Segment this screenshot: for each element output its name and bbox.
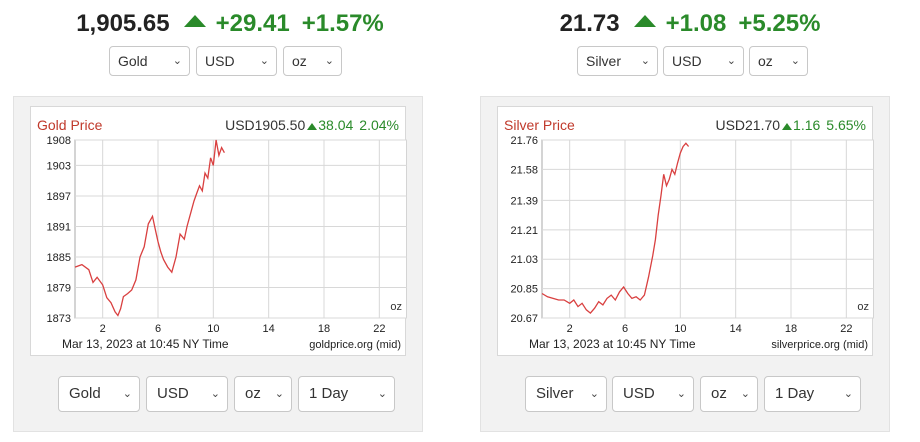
gold-chart-title: Gold Price (37, 117, 103, 133)
up-arrow-icon (782, 123, 793, 130)
x-tick-label: 6 (622, 323, 628, 335)
chevron-down-icon: ⌄ (210, 388, 220, 400)
gold-chart-price: USD1905.50 (225, 117, 306, 133)
chevron-down-icon: ⌄ (843, 388, 853, 400)
gold-change-percent: +1.57% (301, 10, 384, 37)
chevron-down-icon: ⌄ (259, 55, 269, 67)
chevron-down-icon: ⌄ (589, 388, 599, 400)
silver-quote: 21.73 +1.08 +5.25% (460, 10, 920, 38)
silver-chart-range-select[interactable]: 1 Day ⌄ (764, 376, 861, 412)
y-tick-label: 21.03 (510, 254, 538, 266)
silver-chart-price: USD21.70 (715, 117, 781, 133)
chevron-down-icon: ⌄ (122, 388, 132, 400)
y-tick-label: 20.85 (510, 284, 538, 296)
silver-chart-metal-select[interactable]: Silver ⌄ (525, 376, 607, 412)
gold-chart-header: USD1905.50 38.04 2.04% (225, 117, 399, 133)
x-tick-label: 14 (730, 323, 742, 335)
price-line (541, 142, 690, 315)
chevron-down-icon: ⌄ (377, 388, 387, 400)
gold-metal-select[interactable]: Gold ⌄ (109, 46, 190, 76)
silver-chart-source: silverprice.org (mid) (771, 339, 868, 351)
silver-unit-select[interactable]: oz ⌄ (749, 46, 808, 76)
y-tick-label: 1891 (47, 221, 71, 233)
gold-chart-metal-select[interactable]: Gold ⌄ (58, 376, 140, 412)
silver-metal-select[interactable]: Silver ⌄ (577, 46, 658, 76)
gold-unit-select[interactable]: oz ⌄ (283, 46, 342, 76)
chevron-down-icon: ⌄ (790, 55, 800, 67)
y-tick-label: 21.21 (510, 225, 538, 237)
silver-change-percent: +5.25% (738, 10, 821, 37)
gold-chart-card: Gold Price USD1905.50 38.04 2.04% 1873 1879… (30, 106, 407, 356)
silver-currency-select[interactable]: USD ⌄ (663, 46, 744, 76)
gold-chart-source: goldprice.org (mid) (309, 339, 401, 351)
x-tick-label: 6 (155, 323, 161, 335)
silver-chart-header: USD21.70 1.16 5.65% (715, 117, 866, 133)
silver-change: +1.08 (665, 10, 727, 37)
unit-label: oz (390, 301, 402, 313)
silver-price-chart: 20.67 20.85 21.03 21.21 21.39 21.58 21.76 2 6 10 1… (510, 135, 874, 335)
x-tick-label: 10 (674, 323, 686, 335)
y-tick-label: 21.76 (510, 135, 538, 147)
y-tick-label: 1873 (47, 313, 71, 325)
silver-chart-title: Silver Price (504, 117, 575, 133)
gold-panel: 1,905.65 +29.41 +1.57% Gold ⌄ USD ⌄ oz ⌄ Gold… (0, 10, 460, 432)
chevron-down-icon: ⌄ (740, 388, 750, 400)
chevron-down-icon: ⌄ (640, 55, 650, 67)
up-arrow-icon (307, 123, 318, 130)
x-tick-label: 2 (100, 323, 106, 335)
silver-chart-unit-select[interactable]: oz ⌄ (700, 376, 758, 412)
gold-price-chart: 1873 1879 1885 1891 1897 1903 1908 2 6 10 14 18 22 oz (47, 135, 407, 335)
y-tick-label: 1903 (47, 160, 71, 172)
plot-area (74, 139, 407, 319)
y-tick-label: 1879 (47, 282, 71, 294)
y-tick-label: 21.58 (510, 164, 538, 176)
y-tick-label: 1908 (47, 135, 71, 147)
silver-panel: 21.73 +1.08 +5.25% Silver ⌄ USD ⌄ oz ⌄ Silver… (460, 0, 920, 442)
gold-chart-percent: 2.04% (359, 117, 399, 133)
gold-change: +29.41 (215, 10, 290, 37)
x-tick-label: 2 (567, 323, 573, 335)
silver-chart-change: 1.16 (793, 117, 821, 133)
chevron-down-icon: ⌄ (324, 55, 334, 67)
y-tick-label: 1897 (47, 191, 71, 203)
x-tick-label: 18 (318, 323, 330, 335)
chevron-down-icon: ⌄ (726, 55, 736, 67)
gold-chart-timestamp: Mar 13, 2023 at 10:45 NY Time (62, 337, 229, 351)
plot-area (541, 139, 874, 319)
up-arrow-icon (183, 14, 206, 27)
up-arrow-icon (633, 14, 656, 27)
gold-chart-range-select[interactable]: 1 Day ⌄ (298, 376, 395, 412)
gold-spot-price: 1,905.65 (76, 10, 170, 37)
gold-chart-currency-select[interactable]: USD ⌄ (146, 376, 228, 412)
silver-chart-card: Silver Price USD21.70 1.16 5.65% 20.67 20.8… (497, 106, 874, 356)
y-tick-label: 21.39 (510, 195, 538, 207)
chevron-down-icon: ⌄ (676, 388, 686, 400)
x-tick-label: 22 (373, 323, 385, 335)
silver-chart-currency-select[interactable]: USD ⌄ (612, 376, 694, 412)
chevron-down-icon: ⌄ (172, 55, 182, 67)
silver-spot-price: 21.73 (559, 10, 620, 37)
x-tick-label: 18 (785, 323, 797, 335)
silver-chart-percent: 5.65% (826, 117, 866, 133)
gold-chart-change: 38.04 (318, 117, 354, 133)
gold-quote: 1,905.65 +29.41 +1.57% (0, 10, 460, 38)
gold-currency-select[interactable]: USD ⌄ (196, 46, 277, 76)
x-tick-label: 10 (207, 323, 219, 335)
y-tick-label: 1885 (47, 252, 71, 264)
price-line (74, 139, 225, 317)
gold-chart-unit-select[interactable]: oz ⌄ (234, 376, 292, 412)
x-tick-label: 14 (263, 323, 275, 335)
x-tick-label: 22 (840, 323, 852, 335)
chevron-down-icon: ⌄ (274, 388, 284, 400)
y-tick-label: 20.67 (510, 313, 538, 325)
silver-chart-timestamp: Mar 13, 2023 at 10:45 NY Time (529, 337, 696, 351)
unit-label: oz (857, 301, 869, 313)
